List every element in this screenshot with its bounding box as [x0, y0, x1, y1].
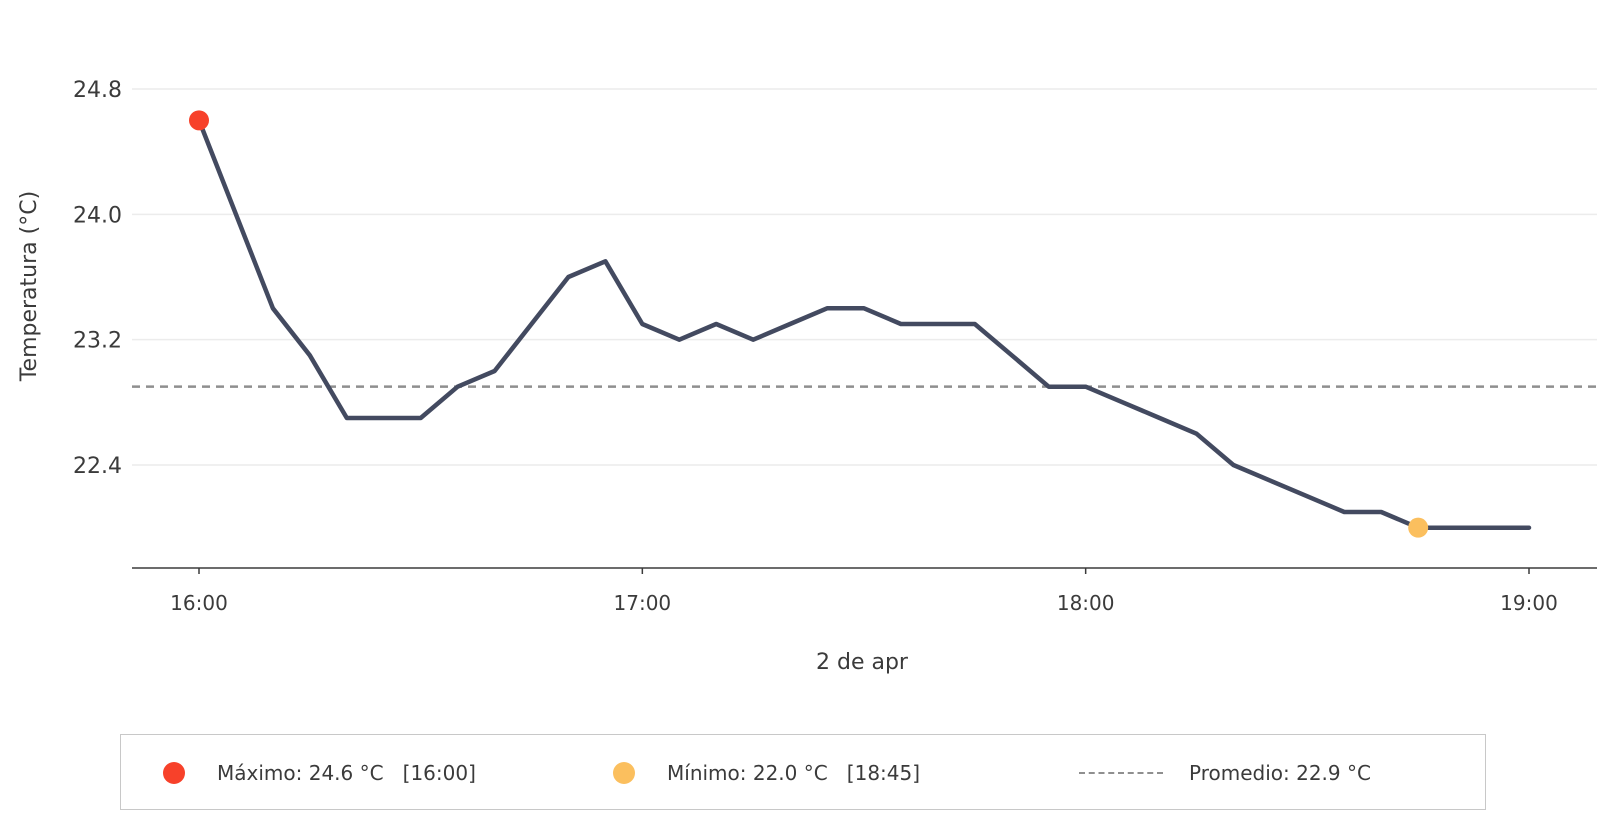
x-tick-label: 17:00	[614, 591, 672, 615]
y-tick-label: 24.8	[73, 78, 122, 103]
x-axis-ticks: 16:00 17:00 18:00 19:00	[170, 568, 1558, 615]
series-line	[196, 118, 1532, 530]
x-tick-label: 18:00	[1057, 591, 1115, 615]
legend-item-max: Máximo: 24.6 °C [16:00]	[163, 735, 476, 811]
y-tick-label: 23.2	[73, 329, 122, 354]
y-tick-label: 22.4	[73, 454, 122, 479]
min-marker-icon	[613, 762, 635, 784]
dashed-line-icon	[1079, 772, 1163, 774]
legend-max-label: Máximo: 24.6 °C [16:00]	[217, 761, 476, 785]
x-tick-label: 19:00	[1500, 591, 1558, 615]
max-marker-icon	[163, 762, 185, 784]
y-tick-label: 24.0	[73, 203, 122, 228]
y-axis-ticks: 22.4 23.2 24.0 24.8	[73, 78, 122, 479]
legend-item-min: Mínimo: 22.0 °C [18:45]	[613, 735, 920, 811]
max-marker	[189, 110, 209, 131]
x-axis-title: 2 de apr	[816, 650, 909, 675]
temperature-chart: 22.4 23.2 24.0 24.8 16:00 17:00 18:00 19:00 Te…	[17, 78, 1597, 675]
y-axis-title: Temperatura (°C)	[17, 191, 42, 382]
x-tick-label: 16:00	[170, 591, 228, 615]
min-marker	[1408, 517, 1429, 538]
legend: Máximo: 24.6 °C [16:00] Mínimo: 22.0 °C …	[120, 734, 1486, 810]
legend-average-label: Promedio: 22.9 °C	[1189, 761, 1371, 785]
legend-item-average: Promedio: 22.9 °C	[1079, 735, 1371, 811]
grid-lines	[132, 88, 1597, 466]
legend-min-label: Mínimo: 22.0 °C [18:45]	[667, 761, 921, 785]
